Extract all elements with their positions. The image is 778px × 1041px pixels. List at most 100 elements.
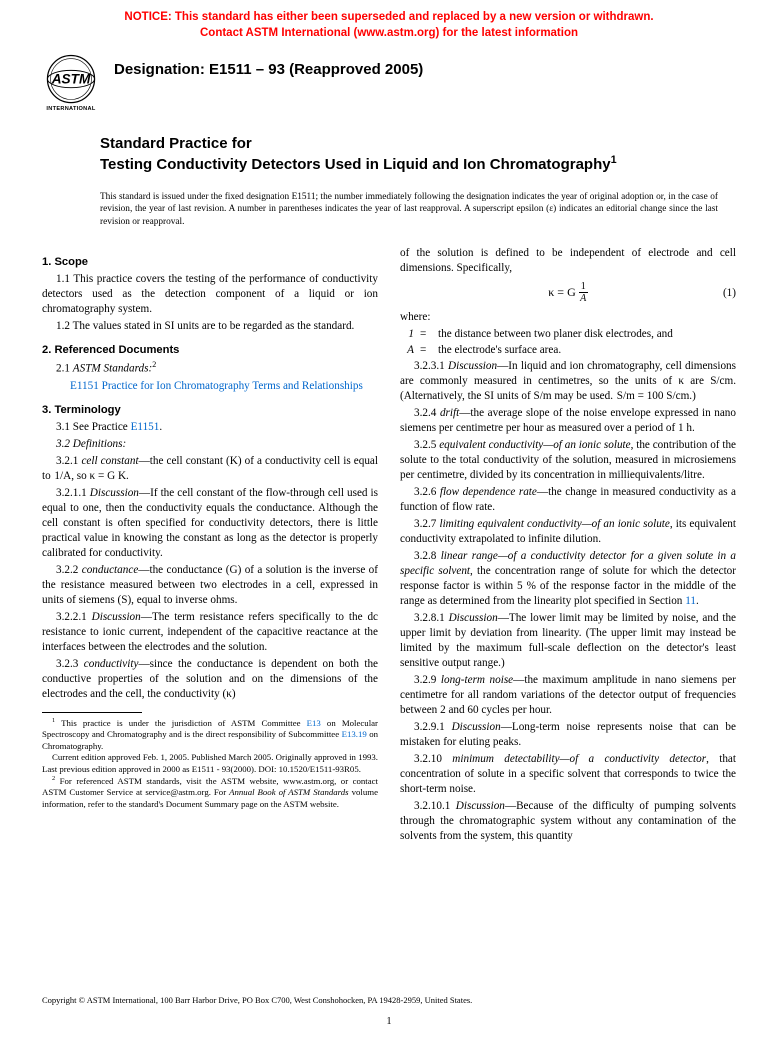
footnote-2: 2 For referenced ASTM standards, visit t… xyxy=(42,775,378,810)
def-3-2-6-term: flow dependence rate xyxy=(440,486,537,498)
fn1-a: This practice is under the jurisdiction … xyxy=(55,718,306,728)
eq-fraction: 1 A xyxy=(579,282,588,304)
issuance-note: This standard is issued under the fixed … xyxy=(0,181,778,229)
where-A-eq: = xyxy=(420,343,432,358)
def-drift: 3.2.4 drift—the average slope of the noi… xyxy=(400,406,736,436)
def-3-2-5-a: 3.2.5 xyxy=(414,439,439,451)
def-3-2-9-term: long-term noise xyxy=(441,674,513,686)
where-label: where: xyxy=(400,310,736,325)
where-1: 1 = the distance between two planer disk… xyxy=(400,327,736,342)
disc-3-2-1-1-a: 3.2.1.1 xyxy=(56,487,90,499)
header-row: ASTM INTERNATIONAL Designation: E1511 – … xyxy=(0,47,778,115)
refdocs-ital: ASTM Standards: xyxy=(73,363,152,375)
def-3-2-3-a: 3.2.3 xyxy=(56,658,84,670)
where-1-def: the distance between two planer disk ele… xyxy=(438,327,736,342)
title-footnote-marker: 1 xyxy=(611,154,617,166)
eq-frac-top: 1 xyxy=(579,282,588,293)
title-main: Testing Conductivity Detectors Used in L… xyxy=(100,154,738,175)
left-column: 1. Scope 1.1 This practice covers the te… xyxy=(42,246,378,846)
def-3-2-10-term: minimum detectability—of a conductivity … xyxy=(452,753,706,765)
where-1-sym: 1 xyxy=(400,327,414,342)
title-text: Testing Conductivity Detectors Used in L… xyxy=(100,156,611,173)
disc-3-2-9-1: 3.2.9.1 Discussion—Long-term noise repre… xyxy=(400,720,736,750)
e1151-title-link[interactable]: Practice for Ion Chromatography Terms an… xyxy=(99,380,363,392)
disc-3-2-2-1-a: 3.2.2.1 xyxy=(56,611,92,623)
right-column: of the solution is defined to be indepen… xyxy=(400,246,736,846)
disc-3-2-10-1-term: Discussion xyxy=(456,800,505,812)
notice-line-1: NOTICE: This standard has either been su… xyxy=(124,11,653,23)
disc-3-2-8-1-a: 3.2.8.1 xyxy=(414,612,449,624)
refdocs-sup: 2 xyxy=(152,360,156,369)
conductivity-continued: of the solution is defined to be indepen… xyxy=(400,246,736,276)
term-3-1-b: . xyxy=(159,421,162,433)
def-limiting-equiv: 3.2.7 limiting equivalent conductivity—o… xyxy=(400,517,736,547)
title-block: Standard Practice for Testing Conductivi… xyxy=(0,115,778,181)
def-3-2-5-term: equivalent conductivity—of an ionic solu… xyxy=(439,439,630,451)
disc-3-2-2-1-term: Discussion xyxy=(92,611,141,623)
disc-3-2-2-1: 3.2.2.1 Discussion—The term resistance r… xyxy=(42,610,378,655)
fn1-link-e13[interactable]: E13 xyxy=(307,718,321,728)
term-3-1-link[interactable]: E1151 xyxy=(131,421,160,433)
def-3-2-8-link[interactable]: 11 xyxy=(685,595,696,607)
def-conductivity: 3.2.3 conductivity—since the conductance… xyxy=(42,657,378,702)
disc-3-2-9-1-term: Discussion xyxy=(452,721,501,733)
footnote-rule xyxy=(42,712,142,713)
e1151-code-link[interactable]: E1151 xyxy=(70,380,99,392)
where-A-sym: A xyxy=(400,343,414,358)
where-1-eq: = xyxy=(420,327,432,342)
disc-3-2-1-1: 3.2.1.1 Discussion—If the cell constant … xyxy=(42,486,378,561)
term-3-1: 3.1 See Practice E1151. xyxy=(42,420,378,435)
def-equiv-cond: 3.2.5 equivalent conductivity—of an ioni… xyxy=(400,438,736,483)
refdocs-2-1: 2.1 ASTM Standards:2 xyxy=(42,360,378,377)
where-A: A = the electrode's surface area. xyxy=(400,343,736,358)
disc-3-2-8-1-term: Discussion xyxy=(449,612,498,624)
def-3-2-7-term: limiting equivalent conductivity—of an i… xyxy=(439,518,669,530)
refdocs-pre: 2.1 xyxy=(56,363,73,375)
def-longterm-noise: 3.2.9 long-term noise—the maximum amplit… xyxy=(400,673,736,718)
disc-3-2-3-1-a: 3.2.3.1 xyxy=(414,360,448,372)
disc-3-2-1-1-term: Discussion xyxy=(90,487,139,499)
disc-3-2-10-1: 3.2.10.1 Discussion—Because of the diffi… xyxy=(400,799,736,844)
page-number: 1 xyxy=(0,1016,778,1027)
disc-3-2-10-1-a: 3.2.10.1 xyxy=(414,800,456,812)
def-flow-dep: 3.2.6 flow dependence rate—the change in… xyxy=(400,485,736,515)
def-3-2-4-term: drift xyxy=(440,407,459,419)
eq-number: (1) xyxy=(723,287,736,299)
fn2-ital: Annual Book of ASTM Standards xyxy=(229,787,348,797)
disc-3-2-3-1: 3.2.3.1 Discussion—In liquid and ion chr… xyxy=(400,359,736,404)
refdoc-e1151: E1151 Practice for Ion Chromatography Te… xyxy=(42,379,378,394)
def-3-2-8-c: . xyxy=(696,595,699,607)
def-3-2-4-a: 3.2.4 xyxy=(414,407,440,419)
svg-text:ASTM: ASTM xyxy=(51,71,91,86)
def-cell-constant: 3.2.1 cell constant—the cell constant (K… xyxy=(42,454,378,484)
def-3-2-9-a: 3.2.9 xyxy=(414,674,441,686)
designation: Designation: E1511 – 93 (Reapproved 2005… xyxy=(114,53,423,78)
footnote-1-p2: Current edition approved Feb. 1, 2005. P… xyxy=(42,752,378,775)
disc-3-2-9-1-a: 3.2.9.1 xyxy=(414,721,452,733)
def-3-2-8-a: 3.2.8 xyxy=(414,550,441,562)
def-3-2-1-term: cell constant xyxy=(81,455,138,467)
fn1-link-e1319[interactable]: E13.19 xyxy=(342,729,367,739)
def-min-detect: 3.2.10 minimum detectability—of a conduc… xyxy=(400,752,736,797)
astm-logo: ASTM INTERNATIONAL xyxy=(40,53,102,115)
copyright-footer: Copyright © ASTM International, 100 Barr… xyxy=(42,995,736,1005)
notice-line-2: Contact ASTM International (www.astm.org… xyxy=(200,27,578,39)
def-linear-range: 3.2.8 linear range—of a conductivity det… xyxy=(400,549,736,609)
eq-frac-bot: A xyxy=(579,293,588,304)
eq-lhs: κ = G xyxy=(548,285,575,299)
supersession-notice: NOTICE: This standard has either been su… xyxy=(0,0,778,47)
equation-1: κ = G 1 A (1) xyxy=(400,282,736,304)
terminology-heading: 3. Terminology xyxy=(42,404,378,416)
eq-body: κ = G 1 A xyxy=(548,282,587,304)
definitions-label: 3.2 Definitions: xyxy=(42,437,378,452)
svg-text:INTERNATIONAL: INTERNATIONAL xyxy=(46,106,95,112)
footnote-1: 1 This practice is under the jurisdictio… xyxy=(42,717,378,752)
disc-3-2-3-1-term: Discussion xyxy=(448,360,497,372)
def-3-2-3-term: conductivity xyxy=(84,658,139,670)
def-conductance: 3.2.2 conductance—the conductance (G) of… xyxy=(42,563,378,608)
refdocs-heading: 2. Referenced Documents xyxy=(42,344,378,356)
disc-3-2-8-1: 3.2.8.1 Discussion—The lower limit may b… xyxy=(400,611,736,671)
term-3-1-a: 3.1 See Practice xyxy=(56,421,131,433)
body-columns: 1. Scope 1.1 This practice covers the te… xyxy=(0,228,778,846)
def-3-2-6-a: 3.2.6 xyxy=(414,486,440,498)
